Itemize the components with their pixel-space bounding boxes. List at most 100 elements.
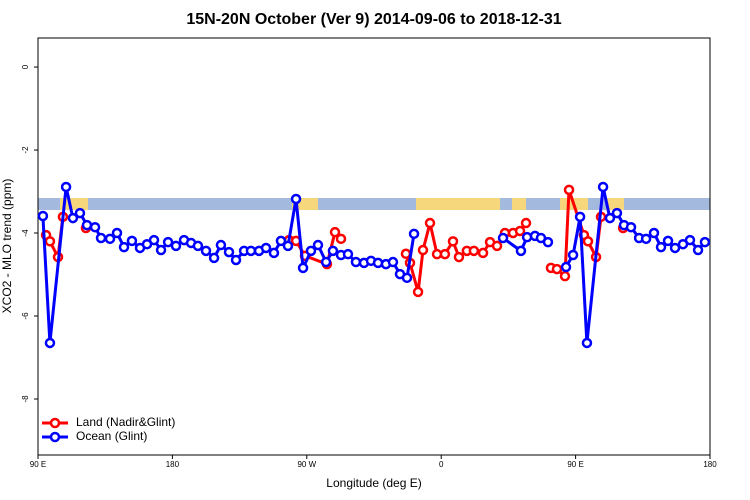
data-point [468,245,480,257]
data-point [611,207,623,219]
data-point [387,256,399,268]
data-point [350,256,362,268]
y-tick-label: -2 [21,146,30,154]
data-point [275,235,287,247]
data-point [342,248,354,260]
x-tick-label: 0 [439,460,444,469]
legend-label: Land (Nadir&Glint) [76,415,175,429]
data-point [551,263,563,275]
data-point [424,217,436,229]
data-point [521,231,533,243]
data-point [648,227,660,239]
data-point [60,181,72,193]
data-point [515,245,527,257]
data-point [684,234,696,246]
data-point [320,256,332,268]
data-point [104,233,116,245]
plot-frame [37,37,711,456]
data-point [260,242,272,254]
x-tick-label: 90 E [567,460,583,469]
data-point [597,181,609,193]
data-point [574,211,586,223]
x-tick-label: 90 E [30,460,46,469]
data-point [559,270,571,282]
data-point [453,251,465,263]
data-point [81,219,93,231]
data-point [514,225,526,237]
data-point [401,272,413,284]
data-point [477,247,489,259]
data-point [412,286,424,298]
data-point [625,221,637,233]
land-band [606,198,624,210]
data-point [111,227,123,239]
data-point [491,240,503,252]
data-point [44,337,56,349]
data-point [44,236,56,247]
data-point [208,252,220,264]
data-point [67,212,79,224]
land-band [60,198,88,210]
legend-marker [49,431,61,443]
data-point [148,234,160,246]
data-point [312,239,324,251]
data-point [329,226,341,238]
data-point [268,247,280,259]
data-point [118,241,130,253]
legend-marker [49,417,61,429]
data-point [223,246,235,258]
data-point [640,233,652,245]
data-point [497,232,509,244]
data-point [604,212,616,224]
legend-label: Ocean (Glint) [76,429,147,443]
data-point [655,241,667,253]
data-point [162,236,174,248]
data-point [305,245,317,257]
map-band [38,198,710,210]
data-point [669,242,681,254]
data-point [699,236,711,248]
land-band [512,198,526,210]
data-point [245,245,257,257]
data-point [297,262,309,274]
data-point [563,184,575,196]
data-point [126,235,138,247]
data-point [155,244,167,256]
data-point [282,240,294,252]
data-point [335,233,347,245]
data-point [400,248,412,260]
data-point [692,244,704,256]
x-tick-label: 180 [703,460,717,469]
data-point [520,217,532,229]
x-tick-label: 90 W [297,460,316,469]
data-point [327,245,339,257]
x-axis-label: Longitude (deg E) [326,476,421,490]
data-point [542,236,554,248]
data-point [95,232,107,244]
data-point [439,248,451,260]
data-point [290,193,302,205]
data-point [89,221,101,233]
data-point [447,236,459,247]
data-point [230,254,242,266]
data-point [37,210,49,222]
y-axis-label: XCO2 - MLO trend (ppm) [0,179,14,314]
data-point [662,235,674,247]
data-point [408,228,420,240]
y-tick-label: -4 [21,229,30,237]
data-point [417,244,429,256]
land-band [416,198,500,210]
land-band [560,198,588,210]
data-point [200,245,212,257]
x-tick-label: 180 [166,460,180,469]
data-point [372,257,384,269]
y-tick-label: -8 [21,395,30,403]
data-point [567,249,579,261]
y-tick-label: 0 [21,64,30,69]
data-point [192,240,204,252]
data-point [215,239,227,251]
data-point [74,207,86,219]
data-point [581,337,593,349]
y-tick-label: -6 [21,312,30,320]
